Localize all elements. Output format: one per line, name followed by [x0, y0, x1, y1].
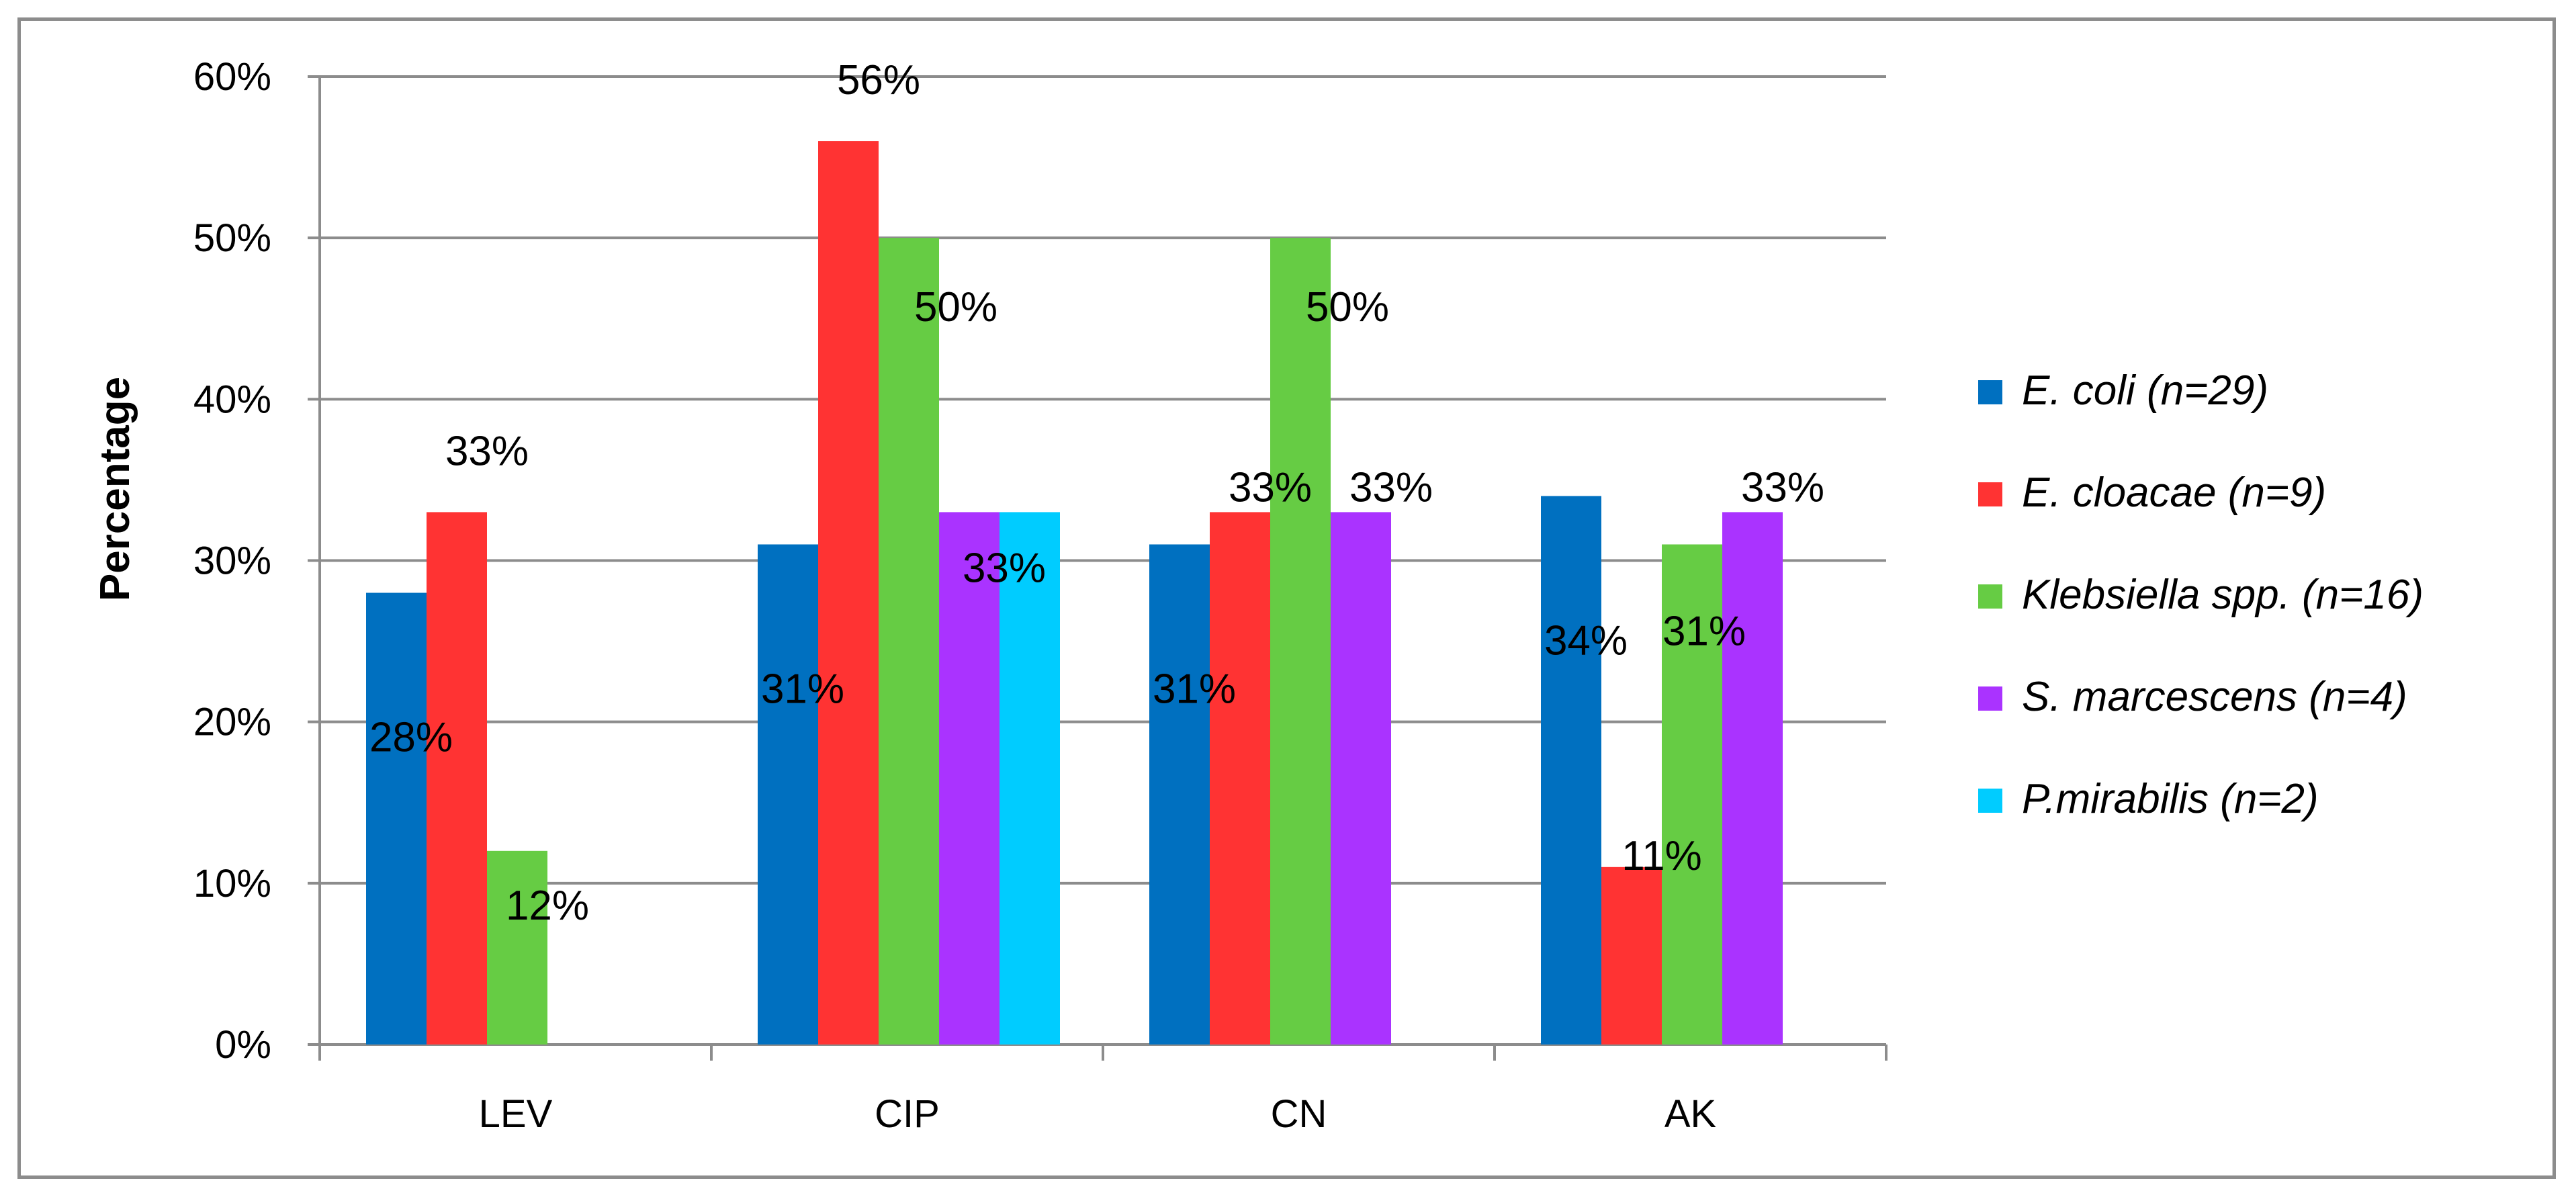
bar	[1722, 512, 1783, 1045]
y-tick-label: 30%	[193, 539, 271, 583]
data-label: 33%	[1349, 464, 1433, 510]
legend-entry: P.mirabilis (n=2)	[2022, 776, 2319, 822]
data-label: 34%	[1544, 617, 1628, 664]
data-label: 33%	[963, 545, 1046, 591]
legend-swatch	[1978, 686, 2002, 711]
data-label: 28%	[369, 715, 453, 761]
legend-swatch	[1978, 789, 2002, 813]
legend-swatch	[1978, 482, 2002, 506]
y-tick-label: 60%	[193, 55, 271, 99]
x-tick-label: CN	[1271, 1092, 1327, 1136]
x-tick-label: LEV	[479, 1092, 553, 1136]
y-tick-label: 0%	[215, 1023, 271, 1067]
bar	[366, 592, 427, 1045]
data-label: 33%	[1741, 464, 1824, 510]
bar	[1210, 512, 1270, 1045]
bar	[879, 238, 939, 1045]
bar	[1270, 238, 1331, 1045]
y-tick-label: 40%	[193, 378, 271, 421]
bar	[818, 141, 879, 1045]
y-tick-label: 50%	[193, 216, 271, 260]
legend-entry: Klebsiella spp. (n=16)	[2022, 572, 2424, 618]
legend-entry: E. cloacae (n=9)	[2022, 470, 2326, 516]
data-label: 56%	[837, 57, 920, 103]
data-label: 31%	[1662, 608, 1746, 654]
bars	[366, 141, 1783, 1045]
data-label: 50%	[914, 284, 997, 330]
data-labels: 28% 31% 31% 34% 33% 56% 33% 11% 12% 50% 50% 31% 33% 3…	[369, 57, 1824, 929]
data-label: 50%	[1306, 284, 1389, 330]
data-label: 12%	[506, 883, 589, 929]
data-label: 31%	[761, 666, 844, 712]
bar	[939, 512, 1000, 1045]
data-label: 33%	[445, 428, 529, 474]
legend-swatch	[1978, 380, 2002, 404]
bar	[427, 512, 487, 1045]
data-label: 33%	[1229, 464, 1312, 510]
data-label: 31%	[1153, 666, 1236, 712]
x-tick-label: AK	[1664, 1092, 1717, 1136]
legend-entry: E. coli (n=29)	[2022, 367, 2268, 414]
y-tick-label: 20%	[193, 701, 271, 744]
legend-swatch	[1978, 584, 2002, 609]
bar	[1662, 544, 1722, 1045]
y-axis-title: Percentage	[92, 377, 138, 601]
bar	[758, 544, 818, 1045]
bar	[1149, 544, 1210, 1045]
legend-entry: S. marcescens (n=4)	[2022, 674, 2407, 720]
bar	[1331, 512, 1391, 1045]
legend: E. coli (n=29) E. cloacae (n=9) Klebsiella…	[1978, 367, 2424, 822]
bar	[1000, 512, 1060, 1045]
x-tick-label: CIP	[875, 1092, 940, 1136]
data-label: 11%	[1622, 833, 1702, 879]
bar	[487, 850, 547, 1045]
bar	[1601, 867, 1662, 1045]
y-tick-label: 10%	[193, 862, 271, 905]
axes: 0% 10% 20% 30% 40% 50% 60% LEV CIP CN AK	[193, 55, 1887, 1136]
bar	[1541, 496, 1601, 1045]
